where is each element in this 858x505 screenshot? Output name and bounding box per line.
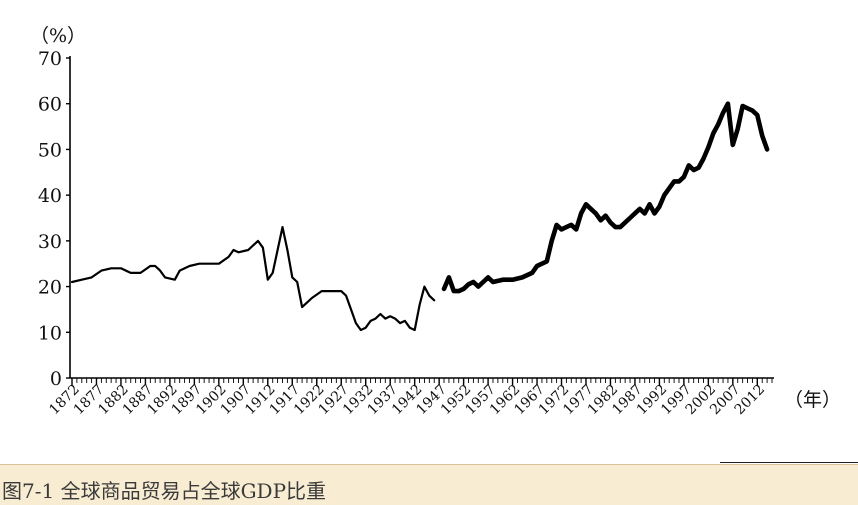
x-ticks: 1872187718821887189218971902190719121917… xyxy=(46,378,773,418)
y-tick-label: 50 xyxy=(38,139,62,161)
y-tick-label: 20 xyxy=(38,277,62,299)
y-tick-label: 30 xyxy=(38,231,62,253)
y-tick-label: 10 xyxy=(38,322,62,344)
series-line-1 xyxy=(70,226,436,332)
figure-caption: 图7-1 全球商品贸易占全球GDP比重 xyxy=(2,479,327,503)
y-tick-label: 40 xyxy=(38,185,62,207)
divider xyxy=(720,462,858,463)
y-ticks: 0 10 20 30 40 50 60 70 xyxy=(38,48,70,390)
series-line-2 xyxy=(441,101,770,294)
y-tick-label: 70 xyxy=(38,48,62,70)
y-tick-label: 0 xyxy=(50,368,62,390)
figure-caption-bar: 图7-1 全球商品贸易占全球GDP比重 xyxy=(0,464,858,505)
line-chart: （%） （年） 0 10 20 30 40 50 60 70 1872187718821887… xyxy=(30,25,841,418)
axes xyxy=(69,56,774,379)
y-axis-label: （%） xyxy=(30,25,86,47)
series-group xyxy=(70,101,770,332)
y-tick-label: 60 xyxy=(38,94,62,116)
x-axis-label: （年） xyxy=(784,389,841,411)
